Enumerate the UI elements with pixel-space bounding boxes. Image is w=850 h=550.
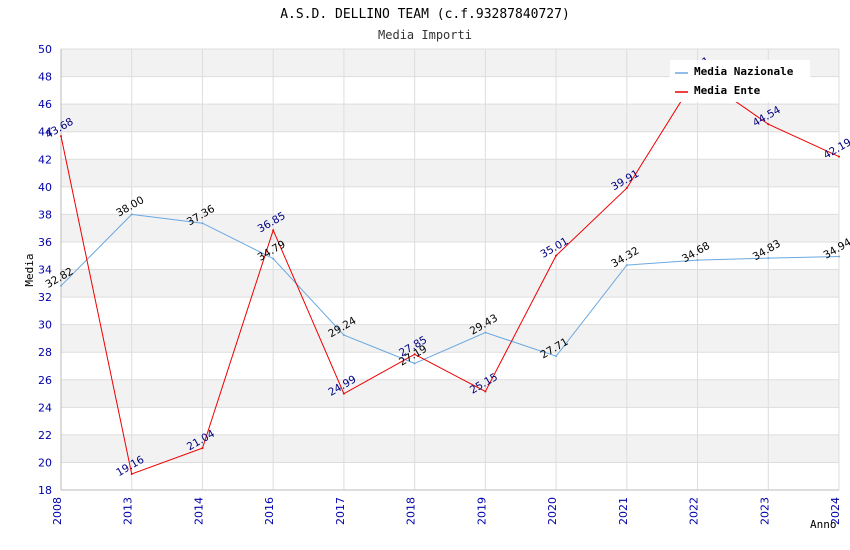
data-point <box>342 334 345 337</box>
data-point <box>625 264 628 267</box>
x-tick-label: 2017 <box>334 497 347 525</box>
x-axis-ticks: 2008 2013 2014 2016 2017 2018 2019 2020 2021 2022… <box>51 497 842 525</box>
data-point <box>201 222 204 225</box>
grid-band <box>61 379 839 408</box>
grid-band <box>61 352 839 380</box>
data-point <box>484 390 487 393</box>
data-point <box>130 473 133 476</box>
y-tick-label: 46 <box>38 98 52 111</box>
y-tick-label: 34 <box>38 264 52 277</box>
legend-background <box>670 60 810 102</box>
y-tick-label: 20 <box>38 456 52 469</box>
data-point <box>413 353 416 356</box>
x-tick-label: 2008 <box>51 497 64 525</box>
x-tick-label: 2023 <box>758 497 771 525</box>
data-point <box>272 257 275 260</box>
y-tick-label: 26 <box>38 374 52 387</box>
x-tick-label: 2020 <box>546 497 559 525</box>
x-tick-label: 2016 <box>263 497 276 525</box>
grid-band <box>61 186 839 215</box>
grid-lines <box>60 48 840 491</box>
data-point <box>413 362 416 365</box>
data-point <box>838 255 840 258</box>
y-tick-label: 30 <box>38 319 52 332</box>
legend-label-media-ente: Media Ente <box>694 84 761 97</box>
data-point <box>555 355 558 358</box>
grid-band <box>61 131 839 160</box>
y-tick-label: 40 <box>38 181 52 194</box>
grid-band <box>61 159 839 187</box>
chart-title: A.S.D. DELLINO TEAM (c.f.93287840727) <box>280 7 570 22</box>
y-tick-label: 22 <box>38 429 52 442</box>
x-tick-label: 2022 <box>688 497 701 525</box>
grid-band <box>61 462 839 490</box>
x-axis-label: Anno <box>810 518 837 531</box>
data-point <box>555 254 558 257</box>
series-line-media-nazionale <box>60 213 840 364</box>
grid-band <box>61 214 839 242</box>
data-point <box>201 447 204 450</box>
y-tick-label: 24 <box>38 401 52 414</box>
data-point <box>272 229 275 232</box>
plot-background <box>61 49 839 490</box>
data-point <box>625 187 628 190</box>
data-point <box>696 259 699 262</box>
data-point <box>60 135 62 138</box>
x-tick-label: 2019 <box>475 497 488 525</box>
x-tick-label: 2018 <box>405 497 418 525</box>
grid-band <box>61 297 839 325</box>
data-point <box>767 257 770 260</box>
grid-band <box>61 241 839 270</box>
y-tick-label: 36 <box>38 236 52 249</box>
data-point <box>838 155 840 158</box>
y-tick-label: 32 <box>38 291 52 304</box>
legend-label-media-nazionale: Media Nazionale <box>694 65 794 78</box>
x-tick-label: 2013 <box>122 497 135 525</box>
x-tick-label: 2021 <box>617 497 630 525</box>
y-tick-label: 28 <box>38 346 52 359</box>
data-point <box>484 331 487 334</box>
chart-subtitle: Media Importi <box>378 28 472 42</box>
data-point <box>60 284 62 287</box>
y-tick-label: 48 <box>38 71 52 84</box>
legend: Media Nazionale Media Ente <box>670 60 810 102</box>
grid-band <box>61 104 839 132</box>
x-tick-label: 2014 <box>192 497 205 525</box>
grid-band <box>61 434 839 463</box>
data-point <box>342 392 345 395</box>
data-point <box>767 123 770 126</box>
data-point <box>130 213 133 216</box>
y-axis-ticks: 18 20 22 24 26 28 30 32 34 36 38 40 42 44 46 48 50 <box>38 43 52 497</box>
y-axis-label: Media <box>23 253 36 286</box>
y-tick-label: 18 <box>38 484 52 497</box>
grid-band <box>61 269 839 298</box>
y-tick-label: 50 <box>38 43 52 56</box>
y-tick-label: 44 <box>38 126 52 139</box>
y-tick-label: 42 <box>38 153 52 166</box>
grid-band <box>61 407 839 435</box>
y-tick-label: 38 <box>38 208 52 221</box>
x-tick-label: 2024 <box>829 497 842 525</box>
